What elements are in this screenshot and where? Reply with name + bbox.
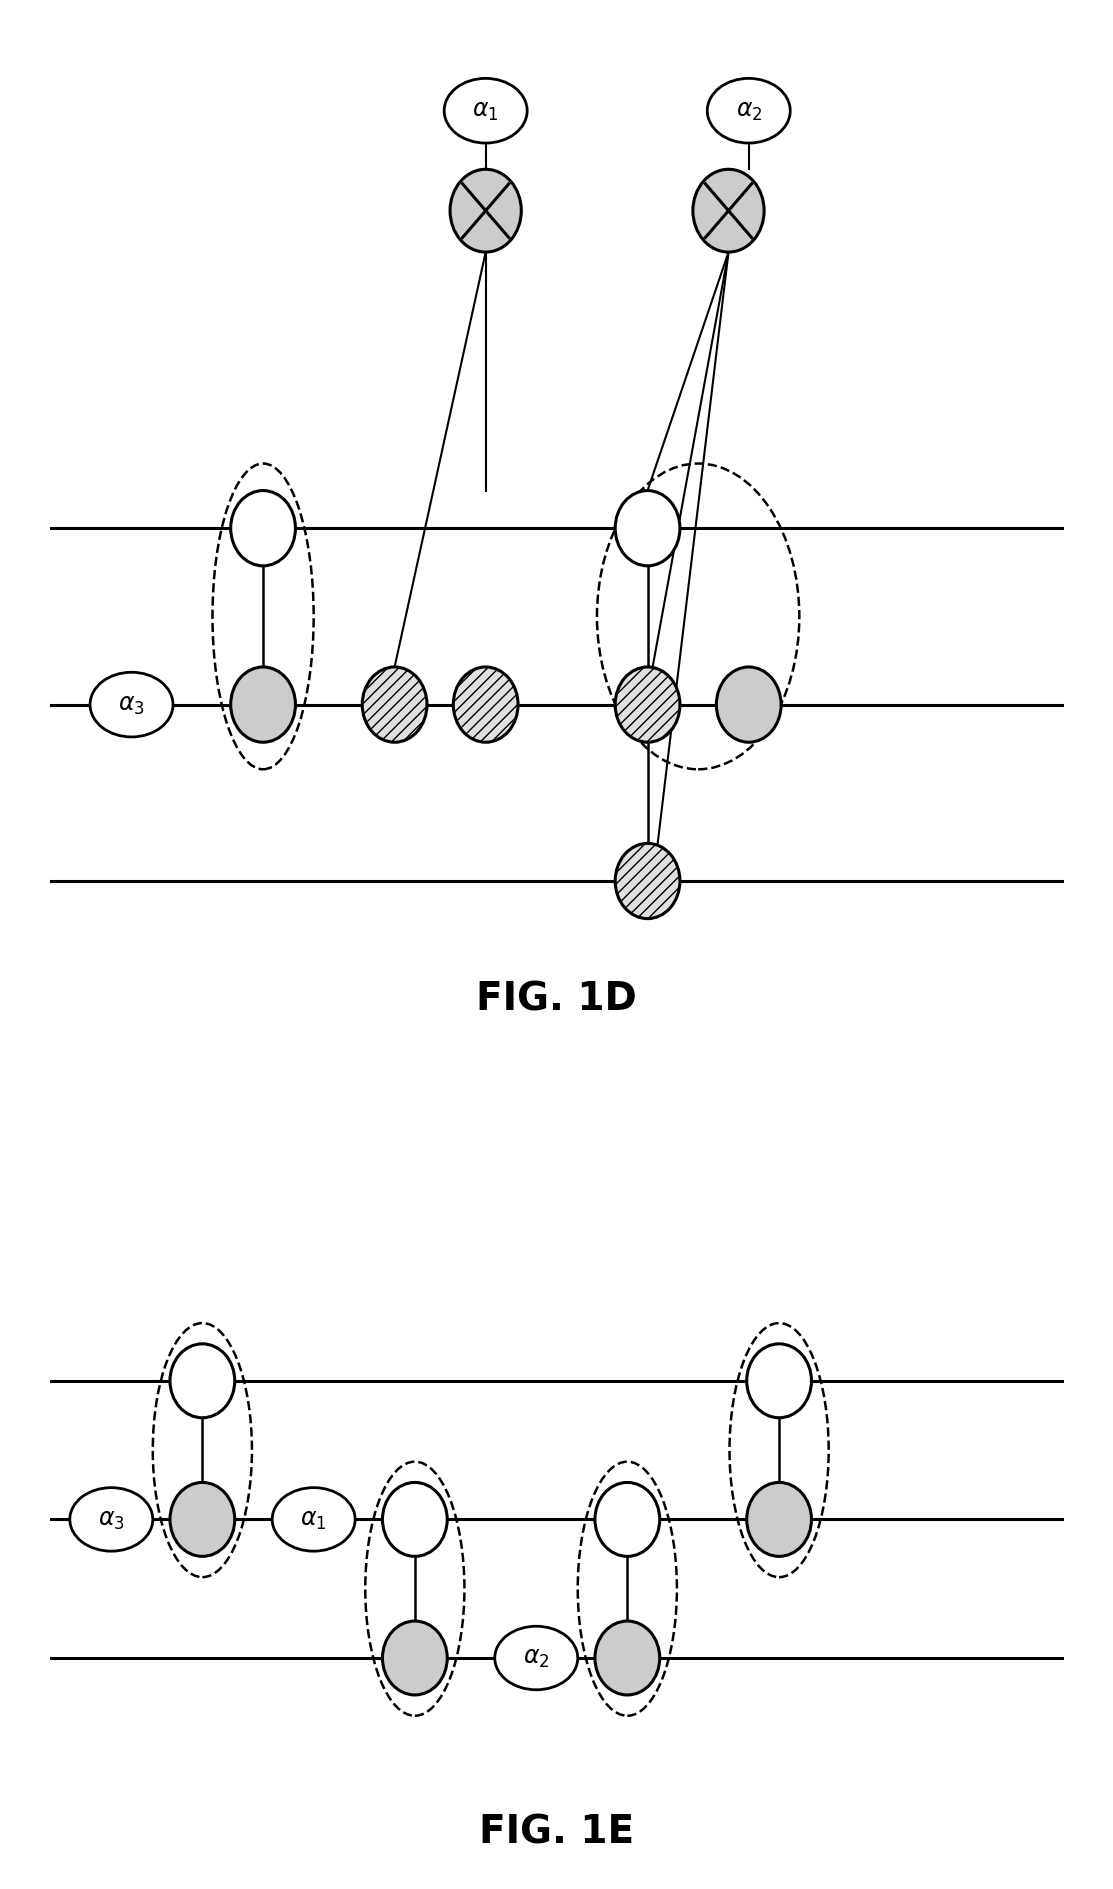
Circle shape: [595, 1483, 660, 1557]
Text: $\alpha_3$: $\alpha_3$: [118, 693, 145, 716]
Circle shape: [362, 667, 427, 742]
Ellipse shape: [495, 1626, 578, 1691]
Circle shape: [450, 170, 521, 253]
Ellipse shape: [707, 79, 790, 144]
Text: FIG. 1D: FIG. 1D: [476, 980, 637, 1018]
Text: $\alpha_3$: $\alpha_3$: [98, 1507, 125, 1532]
Circle shape: [230, 667, 295, 742]
Circle shape: [693, 170, 765, 253]
Circle shape: [615, 844, 680, 920]
Circle shape: [595, 1621, 660, 1694]
Circle shape: [717, 667, 781, 742]
Circle shape: [615, 491, 680, 567]
Ellipse shape: [273, 1489, 355, 1551]
Circle shape: [747, 1345, 811, 1419]
Text: $\alpha_2$: $\alpha_2$: [736, 100, 762, 123]
Circle shape: [615, 667, 680, 742]
Circle shape: [230, 491, 295, 567]
Ellipse shape: [90, 672, 173, 737]
Circle shape: [170, 1483, 235, 1557]
Text: $\alpha_2$: $\alpha_2$: [523, 1647, 550, 1670]
Circle shape: [747, 1483, 811, 1557]
Circle shape: [453, 667, 518, 742]
Circle shape: [383, 1621, 447, 1694]
Text: $\alpha_1$: $\alpha_1$: [472, 100, 499, 123]
Ellipse shape: [444, 79, 528, 144]
Circle shape: [383, 1483, 447, 1557]
Circle shape: [170, 1345, 235, 1419]
Text: FIG. 1E: FIG. 1E: [479, 1812, 634, 1849]
Text: $\alpha_1$: $\alpha_1$: [301, 1507, 327, 1532]
Ellipse shape: [70, 1489, 152, 1551]
